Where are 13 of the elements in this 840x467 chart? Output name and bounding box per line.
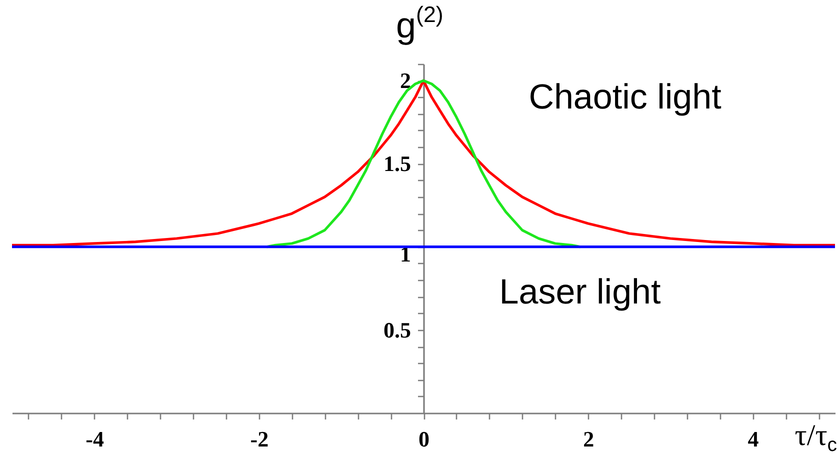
x-tick-label: 2 xyxy=(583,426,594,452)
y-tick-label: 2 xyxy=(400,68,411,94)
y-tick-label: 0.5 xyxy=(384,317,411,342)
y-tick-label: 1 xyxy=(400,241,411,266)
annotation: Laser light xyxy=(499,272,661,312)
annotation: Chaotic light xyxy=(528,78,722,116)
y-tick-label: 1.5 xyxy=(384,151,411,176)
x-tick-label: 4 xyxy=(748,426,759,452)
x-tick-label: -2 xyxy=(250,426,269,452)
y-axis-title: g$^{(2)}$ xyxy=(396,2,444,46)
x-axis-title: τ/τ$_{c}$ xyxy=(794,419,837,456)
x-tick-label: 0 xyxy=(418,426,430,452)
x-tick-label: -4 xyxy=(86,426,104,452)
